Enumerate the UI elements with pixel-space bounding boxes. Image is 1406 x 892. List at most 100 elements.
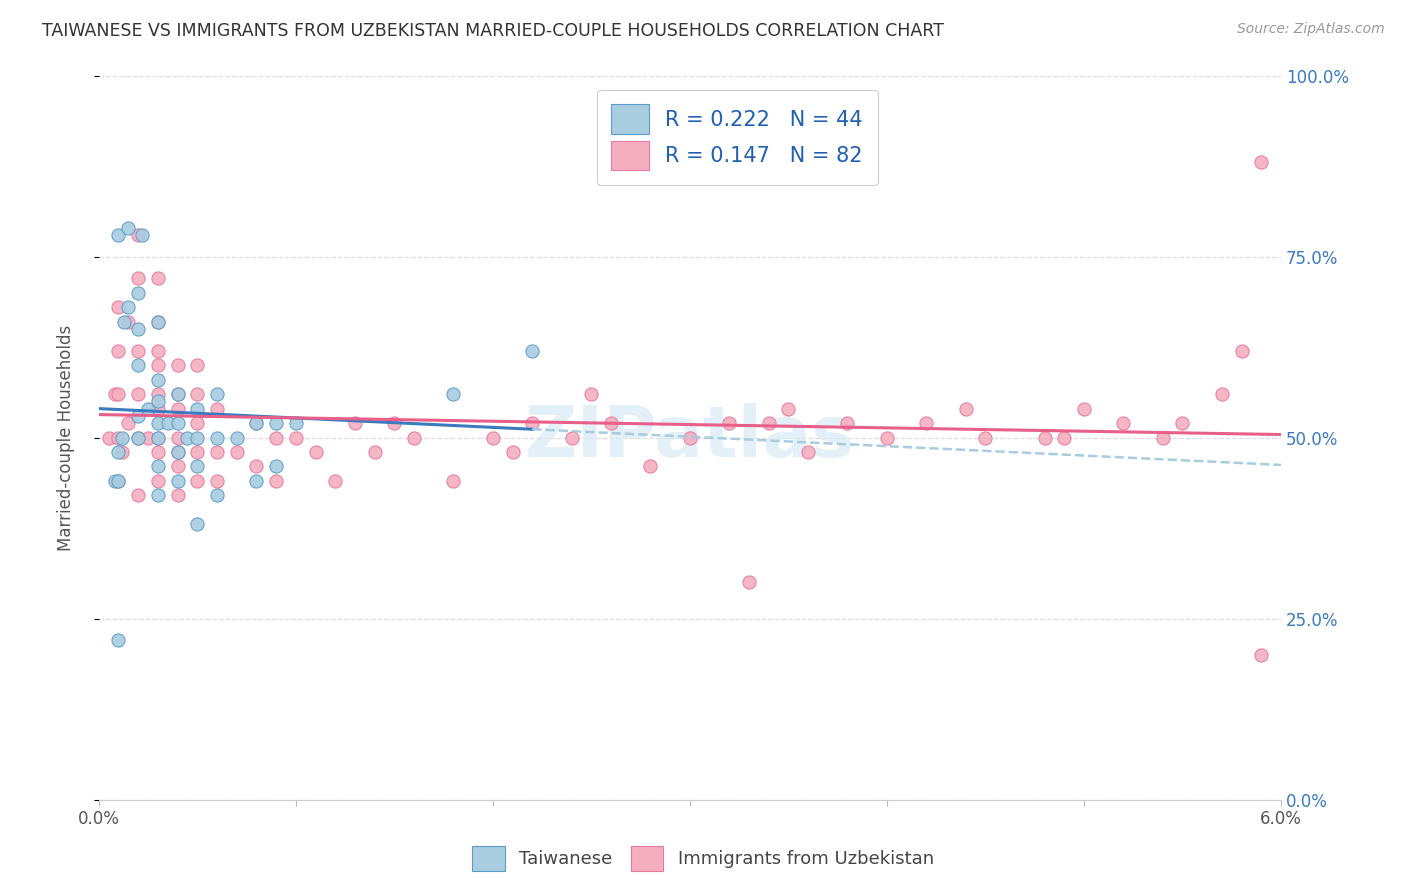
Point	[522, 416, 544, 430]
Point	[146, 394, 169, 409]
Point	[112, 315, 135, 329]
Point	[127, 271, 149, 285]
Point	[679, 430, 702, 444]
Point	[127, 430, 149, 444]
Point	[1152, 430, 1174, 444]
Point	[915, 416, 938, 430]
Point	[117, 220, 139, 235]
Point	[323, 474, 346, 488]
Point	[955, 401, 977, 416]
Point	[103, 387, 125, 401]
Point	[107, 343, 129, 358]
Point	[166, 387, 188, 401]
Point	[117, 315, 139, 329]
Point	[738, 575, 761, 590]
Point	[304, 445, 326, 459]
Point	[166, 445, 188, 459]
Point	[107, 227, 129, 242]
Point	[225, 430, 247, 444]
Y-axis label: Married-couple Households: Married-couple Households	[58, 325, 75, 550]
Point	[186, 358, 208, 372]
Text: TAIWANESE VS IMMIGRANTS FROM UZBEKISTAN MARRIED-COUPLE HOUSEHOLDS CORRELATION CH: TAIWANESE VS IMMIGRANTS FROM UZBEKISTAN …	[42, 22, 943, 40]
Point	[343, 416, 366, 430]
Point	[264, 430, 287, 444]
Point	[107, 387, 129, 401]
Point	[561, 430, 583, 444]
Point	[758, 416, 780, 430]
Point	[166, 430, 188, 444]
Point	[205, 474, 228, 488]
Point	[97, 430, 120, 444]
Point	[127, 322, 149, 336]
Point	[1073, 401, 1095, 416]
Point	[136, 401, 159, 416]
Point	[186, 387, 208, 401]
Point	[1033, 430, 1056, 444]
Point	[166, 445, 188, 459]
Point	[186, 445, 208, 459]
Point	[117, 300, 139, 314]
Point	[205, 445, 228, 459]
Point	[382, 416, 405, 430]
Point	[127, 285, 149, 300]
Point	[107, 300, 129, 314]
Point	[186, 430, 208, 444]
Point	[127, 409, 149, 423]
Point	[127, 227, 149, 242]
Point	[1171, 416, 1194, 430]
Point	[146, 401, 169, 416]
Point	[107, 474, 129, 488]
Point	[1250, 648, 1272, 662]
Point	[363, 445, 385, 459]
Point	[186, 416, 208, 430]
Point	[146, 488, 169, 502]
Point	[103, 474, 125, 488]
Point	[117, 416, 139, 430]
Point	[284, 416, 307, 430]
Point	[127, 488, 149, 502]
Point	[111, 445, 134, 459]
Point	[186, 474, 208, 488]
Point	[146, 315, 169, 329]
Point	[443, 387, 465, 401]
Point	[136, 430, 159, 444]
Point	[1053, 430, 1076, 444]
Point	[284, 430, 307, 444]
Point	[581, 387, 603, 401]
Point	[482, 430, 505, 444]
Point	[245, 416, 267, 430]
Point	[443, 474, 465, 488]
Point	[127, 430, 149, 444]
Point	[176, 430, 198, 444]
Point	[718, 416, 741, 430]
Point	[264, 459, 287, 474]
Point	[166, 474, 188, 488]
Point	[502, 445, 524, 459]
Point	[1250, 155, 1272, 169]
Point	[146, 271, 169, 285]
Point	[107, 445, 129, 459]
Point	[166, 401, 188, 416]
Point	[166, 459, 188, 474]
Point	[111, 430, 134, 444]
Point	[146, 430, 169, 444]
Point	[225, 445, 247, 459]
Point	[146, 387, 169, 401]
Point	[264, 416, 287, 430]
Point	[974, 430, 997, 444]
Point	[146, 474, 169, 488]
Point	[186, 401, 208, 416]
Point	[127, 358, 149, 372]
Point	[107, 430, 129, 444]
Point	[146, 373, 169, 387]
Point	[205, 488, 228, 502]
Point	[166, 416, 188, 430]
Point	[127, 343, 149, 358]
Point	[146, 430, 169, 444]
Point	[837, 416, 859, 430]
Point	[402, 430, 425, 444]
Legend: Taiwanese, Immigrants from Uzbekistan: Taiwanese, Immigrants from Uzbekistan	[465, 838, 941, 879]
Point	[640, 459, 662, 474]
Point	[245, 416, 267, 430]
Point	[186, 517, 208, 532]
